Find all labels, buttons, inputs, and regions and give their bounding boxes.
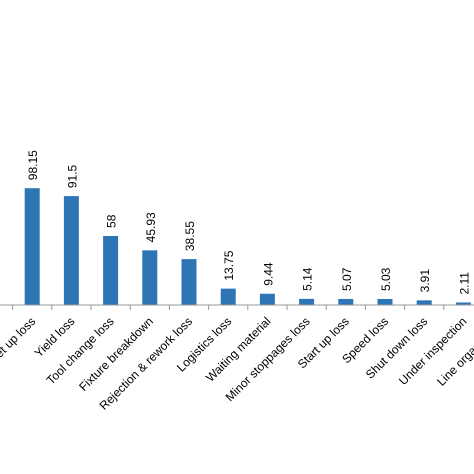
bar — [103, 235, 119, 305]
bar — [181, 259, 197, 305]
data-label: 58 — [105, 214, 119, 228]
data-label: 9.44 — [261, 262, 275, 286]
bar — [259, 293, 275, 305]
bar — [299, 298, 315, 305]
data-label: 45.93 — [144, 212, 158, 242]
bar — [338, 298, 354, 305]
data-label: 13.75 — [222, 250, 236, 280]
category-label: Under inspection — [396, 314, 470, 388]
data-label: 5.03 — [379, 267, 393, 291]
category-label: Tool change loss — [44, 314, 117, 387]
bar — [377, 299, 393, 305]
data-label: 5.07 — [340, 267, 354, 291]
axis-layer — [0, 304, 474, 310]
bar — [24, 188, 40, 305]
data-label: 98.15 — [26, 150, 40, 180]
category-label: Fixture breakdown — [76, 314, 156, 394]
bar — [142, 250, 158, 305]
data-label: 5.14 — [301, 267, 315, 291]
bar — [63, 196, 79, 305]
data-label: 38.55 — [183, 221, 197, 251]
bar — [220, 288, 236, 305]
bar — [416, 300, 432, 305]
data-label: 3.91 — [418, 269, 432, 293]
data-label: 91.5 — [65, 164, 79, 188]
category-label: Set up loss — [0, 314, 38, 366]
bar — [455, 302, 471, 305]
data-label: 2.11 — [457, 272, 471, 295]
bars-layer — [24, 188, 471, 305]
